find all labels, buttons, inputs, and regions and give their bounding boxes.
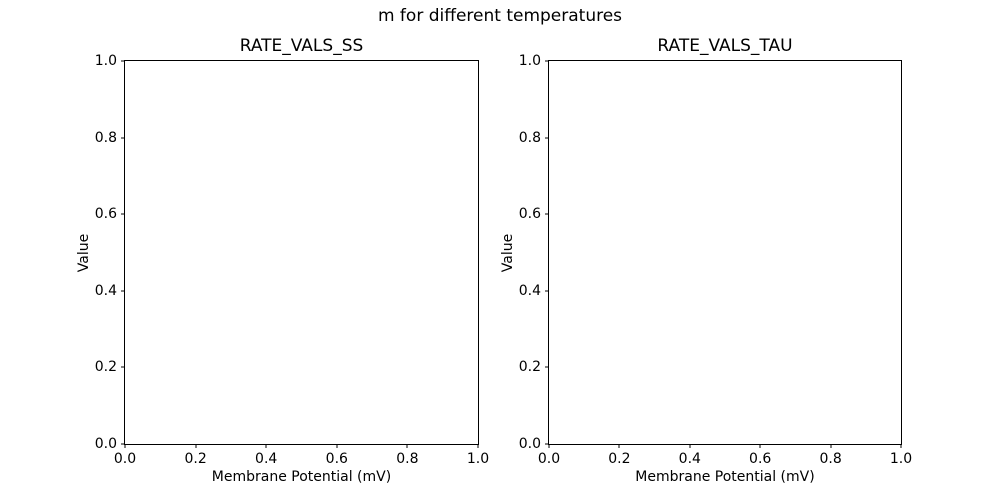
y-tick-mark <box>545 137 549 139</box>
x-tick-label: 0.2 <box>184 451 207 467</box>
y-tick-mark <box>545 366 549 368</box>
y-tick-label: 1.0 <box>94 53 117 69</box>
x-tick-mark <box>124 444 126 448</box>
x-tick-mark <box>265 444 267 448</box>
x-tick-mark <box>195 444 197 448</box>
y-axis-label: Value <box>73 61 95 444</box>
x-tick-mark <box>406 444 408 448</box>
x-tick-mark <box>618 444 620 448</box>
y-tick-label: 0.4 <box>518 282 541 299</box>
x-tick-label: 0.2 <box>608 451 631 467</box>
x-tick-mark <box>689 444 691 448</box>
x-axis-label: Membrane Potential (mV) <box>211 469 392 485</box>
y-tick-mark <box>121 290 125 292</box>
y-tick-label: 0.8 <box>518 129 541 146</box>
x-tick-label: 0.6 <box>749 451 772 467</box>
y-tick-mark <box>121 60 125 62</box>
y-tick-label: 0.6 <box>94 206 117 223</box>
y-tick-mark <box>121 137 125 139</box>
y-tick-label: 0.2 <box>94 359 117 376</box>
y-tick-label: 0.8 <box>94 129 117 146</box>
y-axis-label-text: Value <box>500 233 517 272</box>
subplot-title: RATE_VALS_SS <box>239 36 364 56</box>
y-tick-label: 1.0 <box>518 53 541 69</box>
y-tick-label: 0.0 <box>518 436 541 452</box>
x-tick-mark <box>830 444 832 448</box>
x-tick-label: 1.0 <box>889 451 913 467</box>
x-tick-label: 0.0 <box>537 451 561 467</box>
x-tick-label: 0.8 <box>819 451 842 467</box>
x-axis-label: Membrane Potential (mV) <box>635 469 815 485</box>
y-tick-mark <box>545 60 549 62</box>
subplot-rate-vals-ss: RATE_VALS_SS Value Membrane Potential (m… <box>76 36 489 485</box>
y-tick-label: 0.4 <box>94 282 117 299</box>
y-axis-label-text: Value <box>76 233 93 272</box>
y-tick-label: 0.2 <box>518 359 541 376</box>
x-tick-label: 0.6 <box>325 451 348 467</box>
y-axis-label: Value <box>497 61 519 444</box>
y-tick-mark <box>545 213 549 215</box>
x-tick-mark <box>759 444 761 448</box>
x-tick-label: 1.0 <box>466 451 490 467</box>
x-tick-label: 0.0 <box>113 451 137 467</box>
x-tick-mark <box>548 444 550 448</box>
x-tick-label: 0.8 <box>396 451 419 467</box>
y-tick-label: 0.6 <box>518 206 541 223</box>
y-tick-mark <box>545 443 549 445</box>
y-tick-mark <box>121 213 125 215</box>
subplot-rate-vals-tau: RATE_VALS_TAU Value Membrane Potential (… <box>500 36 912 485</box>
x-tick-mark <box>336 444 338 448</box>
y-tick-mark <box>545 290 549 292</box>
x-tick-mark <box>477 444 479 448</box>
y-tick-mark <box>121 443 125 445</box>
y-tick-mark <box>121 366 125 368</box>
x-tick-label: 0.4 <box>678 451 701 467</box>
y-tick-label: 0.0 <box>94 436 117 452</box>
subplot-title: RATE_VALS_TAU <box>657 36 793 56</box>
x-tick-mark <box>900 444 902 448</box>
figure-suptitle: m for different temperatures <box>377 6 623 26</box>
x-tick-label: 0.4 <box>255 451 278 467</box>
